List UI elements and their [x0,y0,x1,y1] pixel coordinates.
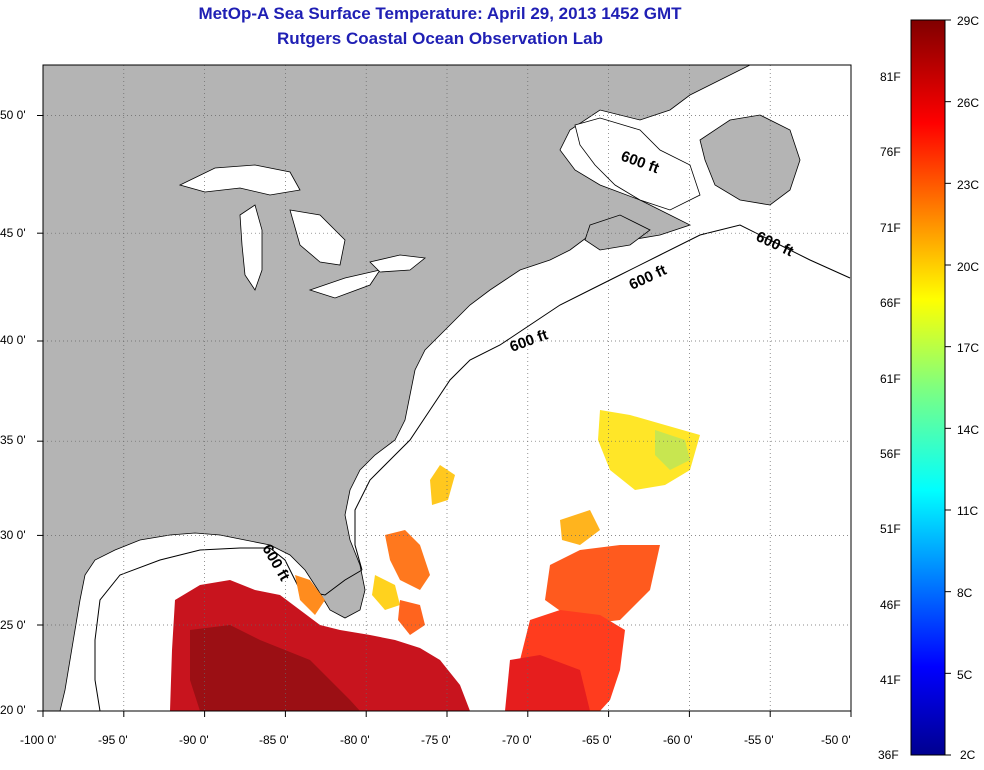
colorbar [910,19,946,756]
colorbar-celsius-label: 20C [957,260,980,274]
y-tick-label: 25 0' [0,618,26,632]
lake-erie [308,269,381,299]
isobath-600ft [94,224,851,711]
x-tick-label: -100 0' [20,733,57,747]
x-tick-label: -85 0' [259,733,289,747]
colorbar-celsius-label: 2C [960,748,976,762]
colorbar-celsius-label: 11C [957,504,979,518]
colorbar-celsius-label: 26C [957,96,980,110]
colorbar-fahrenheit-label: 56F [880,447,901,461]
colorbar-fahrenheit-label: 66F [880,296,901,310]
colorbar-fahrenheit-label: 71F [880,221,901,235]
x-tick-label: -60 0' [663,733,693,747]
land-nova-scotia [584,214,651,251]
colorbar-fahrenheit-label: 81F [880,70,901,84]
x-tick-label: -80 0' [340,733,370,747]
colorbar-celsius-label: 5C [957,668,973,682]
colorbar-celsius-label: 17C [957,341,980,355]
colorbar-fahrenheit-label: 41F [880,673,901,687]
y-tick-label: 50 0' [0,108,26,122]
y-tick-label: 20 0' [0,703,26,717]
y-tick-label: 35 0' [0,433,26,447]
colorbar-fahrenheit-label: 36F [878,748,899,762]
x-tick-label: -65 0' [582,733,612,747]
x-tick-label: -90 0' [179,733,209,747]
x-tick-label: -50 0' [821,733,851,747]
gulf-st-lawrence [574,117,701,211]
sst-data [170,410,700,711]
colorbar-fahrenheit-label: 46F [880,598,901,612]
map-subtitle: Rutgers Coastal Ocean Observation Lab [277,29,603,48]
y-tick-label: 40 0' [0,333,26,347]
lake-huron [289,209,346,266]
x-tick-label: -55 0' [744,733,774,747]
map-title: MetOp-A Sea Surface Temperature: April 2… [198,4,682,23]
land-newfoundland [699,114,801,206]
colorbar-celsius-label: 23C [957,178,980,192]
lake-superior [178,164,301,196]
lake-michigan [239,204,263,291]
colorbar-fahrenheit-label: 76F [880,145,901,159]
x-tick-label: -75 0' [421,733,451,747]
colorbar-fahrenheit-label: 51F [880,522,901,536]
x-tick-label: -70 0' [502,733,532,747]
colorbar-celsius-label: 29C [957,14,980,28]
y-tick-label: 30 0' [0,528,26,542]
colorbar-celsius-label: 8C [957,586,973,600]
map-grid [43,65,851,711]
colorbar-celsius-label: 14C [957,423,980,437]
lake-ontario [369,254,426,273]
x-tick-label: -95 0' [98,733,128,747]
land-north-america [43,65,751,711]
colorbar-fahrenheit-label: 61F [880,372,901,386]
y-tick-label: 45 0' [0,226,26,240]
